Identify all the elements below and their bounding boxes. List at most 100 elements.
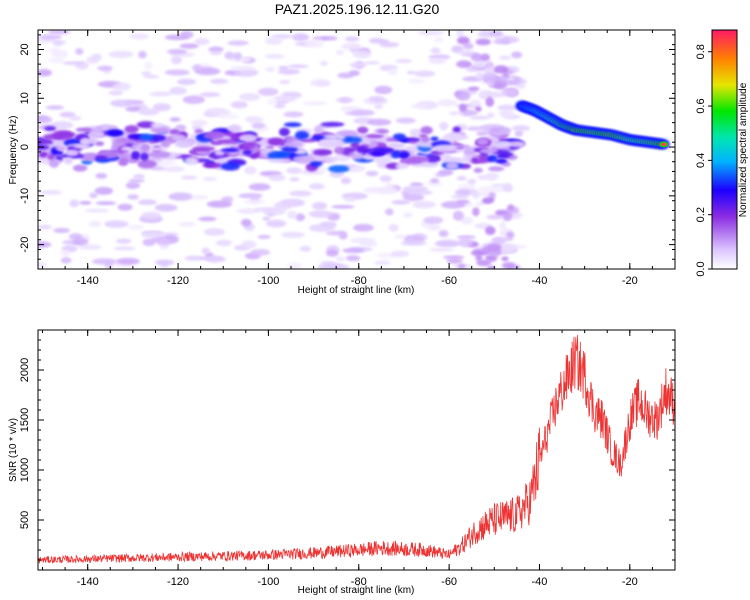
spectrogram-band-blob [294, 130, 309, 140]
spectrogram-band-blob [169, 129, 180, 135]
spectrogram-speckle [344, 36, 360, 42]
spectrogram-speckle [108, 50, 134, 58]
spectrogram-speckle [428, 57, 447, 65]
spectrogram-speckle [280, 231, 306, 238]
spectrogram-speckle [486, 112, 495, 118]
spectrogram-band-blob [319, 138, 341, 146]
spectrogram-xtick-label: -100 [257, 275, 279, 287]
spectrogram-band-blob [150, 122, 164, 128]
snr-axes: -140 -120 -100 -80 -60 -40 -20 500 1000 1500 2000 [19, 330, 676, 588]
spectrogram-speckle [511, 51, 523, 59]
spectrogram-ytick-label: 20 [19, 43, 31, 55]
spectrogram-speckle [239, 208, 254, 214]
spectrogram-band-blob [433, 144, 458, 151]
spectrogram-speckle [302, 101, 328, 106]
spectrogram-speckle [484, 226, 496, 236]
spectrogram-speckle [230, 100, 248, 109]
spectrogram-band-blob [80, 138, 96, 146]
spectrogram-speckle [406, 70, 416, 75]
snr-panel: -140 -120 -100 -80 -60 -40 -20500100015002000 … [8, 329, 676, 596]
spectrogram-speckle [486, 265, 496, 269]
spectrogram-speckle [95, 201, 117, 206]
spectrogram-band-blob [487, 166, 505, 172]
spectrogram-band-blob [220, 162, 240, 171]
spectrogram-speckle [283, 111, 304, 118]
spectrogram-speckle [129, 33, 150, 40]
spectrogram-speckle [335, 97, 354, 103]
spectrogram-band-blob [452, 126, 461, 133]
spectrogram-speckle [205, 255, 226, 263]
spectrogram-speckle [162, 232, 179, 237]
spectrogram-band-blob [88, 130, 105, 139]
spectrogram-speckle [127, 194, 139, 200]
spectrogram-band-blob [111, 141, 124, 146]
spectrogram-speckle [194, 67, 221, 76]
spectrogram-speckle [169, 117, 181, 122]
spectrogram-speckle [334, 153, 351, 162]
spectrogram-speckle [391, 200, 411, 205]
spectrogram-speckle [198, 216, 217, 222]
spectrogram-speckle [266, 219, 287, 228]
snr-xtick-label: -100 [257, 576, 279, 588]
spectrogram-speckle [402, 193, 425, 202]
spectrogram-speckle [152, 103, 171, 112]
spectrogram-band-blob [150, 126, 170, 134]
spectrogram-speckle [143, 74, 160, 79]
spectrogram-speckle [137, 199, 157, 206]
spectrogram-speckle [443, 255, 465, 260]
spectrogram-speckle [141, 71, 152, 76]
spectrogram-speckle [274, 201, 292, 211]
spectrogram-speckle [206, 200, 233, 208]
snr-xtick-label: -40 [532, 576, 548, 588]
colorbar-ticks: 0.0 0.2 0.4 0.6 0.8 [695, 44, 712, 277]
spectrogram-speckle [463, 42, 474, 50]
spectrogram-speckle [201, 247, 210, 255]
spectrogram-band-blob [487, 154, 498, 163]
spectrogram-band-blob [227, 124, 242, 133]
spectrogram-speckle [110, 99, 135, 108]
spectrogram-speckle [374, 85, 393, 95]
spectrogram-band-blob [439, 121, 449, 131]
spectrogram-band-blob [95, 141, 105, 146]
spectrogram-speckle [257, 87, 279, 96]
spectrogram-band-blob [282, 141, 303, 148]
spectrogram-band-blob [281, 146, 298, 153]
spectrogram-speckle [456, 176, 467, 181]
spectrogram-band-blob [216, 139, 239, 144]
spectrogram-speckle [190, 119, 208, 127]
spectrogram-speckle [492, 39, 511, 45]
snr-xtick-label: -80 [351, 576, 367, 588]
spectrogram-band-blob [55, 145, 67, 152]
spectrogram-speckle [367, 118, 392, 126]
spectrogram-speckle [404, 235, 414, 242]
spectrogram-speckle [499, 221, 506, 230]
spectrogram-speckle [410, 103, 428, 109]
spectrogram-band-blob [421, 136, 430, 143]
spectrogram-band-blob [242, 149, 253, 156]
spectrogram-speckle [451, 194, 469, 199]
spectrogram-speckle [374, 260, 391, 266]
spectrogram-speckle [38, 115, 53, 124]
snr-ylabel: SNR (10 * v/v) [8, 418, 19, 482]
colorbar-tick-label: 0.8 [695, 44, 707, 59]
spectrogram-speckle [501, 261, 516, 269]
spectrogram-band-blob [440, 153, 452, 160]
spectrogram-band-blob [283, 122, 302, 128]
spectrogram-speckle [69, 199, 79, 208]
spectrogram-speckle [199, 92, 221, 97]
spectrogram-speckle [209, 51, 222, 55]
spectrogram-band-blob [51, 132, 75, 140]
spectrogram-band-blob [214, 149, 225, 156]
spectrogram-speckle [482, 197, 495, 204]
spectrogram-speckle [359, 240, 378, 247]
spectrogram-speckle [493, 185, 505, 193]
spectrogram-band-blob [250, 153, 259, 159]
spectrogram-speckle [190, 195, 209, 200]
spectrogram-band-blob [243, 141, 256, 149]
spectrogram-band-blob [323, 134, 345, 140]
spectrogram-speckle [262, 216, 271, 221]
spectrogram-speckle [363, 61, 381, 65]
spectrogram-speckle [171, 55, 183, 65]
spectrogram-speckle [289, 190, 312, 197]
spectrogram-speckle [488, 30, 503, 37]
